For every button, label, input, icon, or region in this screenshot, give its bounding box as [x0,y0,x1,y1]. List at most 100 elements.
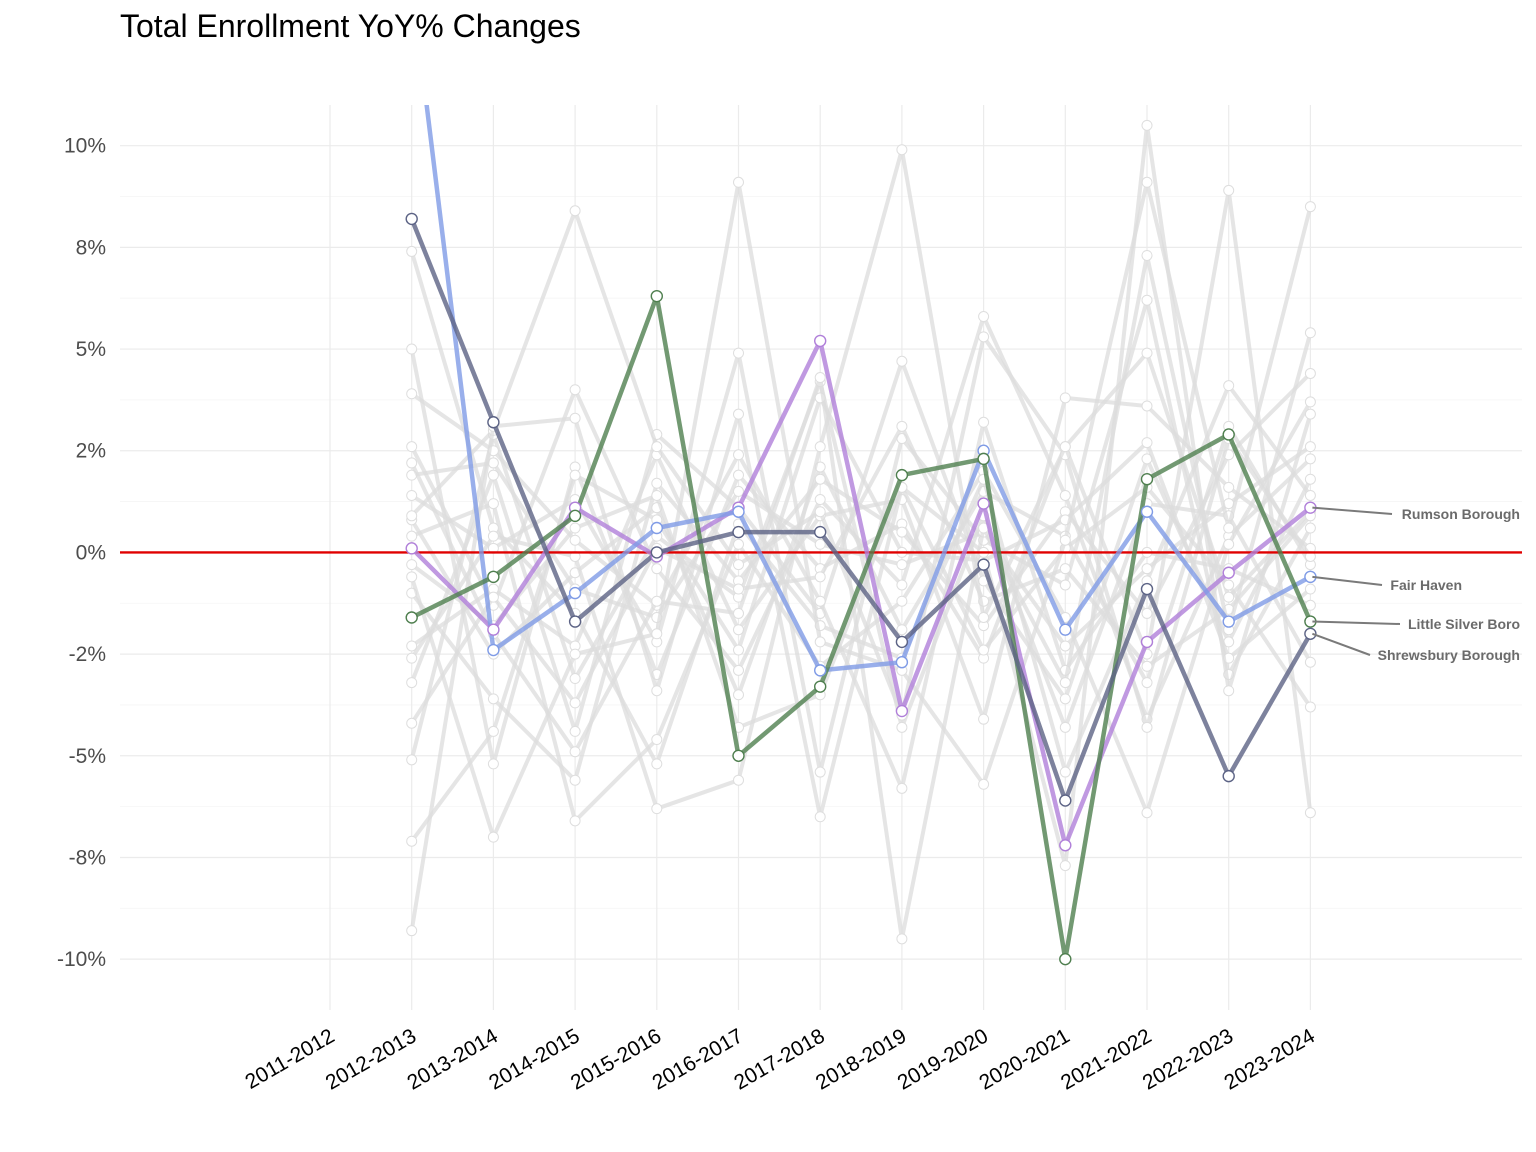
background-point [569,522,581,534]
background-point [1141,249,1153,261]
x-tick-label: 2023-2024 [1220,1024,1319,1094]
y-tick-label: -8% [69,846,106,869]
background-point [1304,807,1316,819]
series-point [405,611,418,624]
series-point [1059,952,1072,966]
x-tick-label: 2022-2023 [1139,1024,1237,1094]
background-point [1304,656,1316,668]
series-point [568,509,582,523]
background-point [1223,380,1235,392]
series-point [977,497,990,510]
background-point [1059,677,1071,689]
background-point [978,311,990,323]
background-point [733,583,744,595]
background-series-line [410,395,1312,722]
background-point [978,611,990,623]
background-point [733,689,744,701]
background-point [406,388,418,400]
background-point [1059,489,1071,501]
background-point [896,526,908,538]
background-point [1304,441,1316,453]
background-point [1141,677,1153,689]
background-point [733,538,744,550]
series-point [977,558,990,571]
background-point [487,831,499,843]
series-point [814,680,827,693]
background-point [733,469,744,481]
background-point [1141,721,1153,733]
background-point [569,697,581,709]
series-line [410,293,1313,962]
y-tick-label: 5% [76,338,106,361]
series-point [568,615,582,628]
background-point [406,571,418,583]
background-point [1141,119,1153,131]
background-point [1059,860,1071,872]
background-point [1059,640,1071,652]
background-point [1059,534,1071,546]
background-point [569,774,581,786]
background-point [487,725,499,737]
background-series-line [410,208,1313,730]
background-point [569,746,581,758]
background-point [814,595,826,607]
background-point [1141,660,1153,672]
background-point [1304,327,1316,339]
background-point [814,372,826,384]
background-point [1304,473,1316,485]
background-point [978,416,990,428]
background-point [569,469,581,481]
background-point [814,766,826,778]
background-point [733,774,744,786]
background-point [733,607,744,619]
background-point [1141,400,1153,412]
background-point [1304,583,1316,595]
background-point [814,473,826,485]
background-point [1223,184,1235,196]
background-point [896,144,908,156]
background-point [1141,347,1153,359]
background-point [406,652,418,664]
background-series [406,119,1316,945]
series-point [1222,615,1235,628]
background-series-line [410,298,1313,775]
background-point [651,489,663,501]
background-point [814,571,826,583]
background-point [1223,522,1235,534]
x-tick-label: 2011-2012 [241,1024,338,1093]
background-point [1141,294,1153,306]
background-point [1141,563,1153,575]
background-point [896,624,908,636]
background-point [406,441,418,453]
annotation-leader [1312,575,1383,586]
series-line [409,218,1313,803]
series-point [1059,623,1072,636]
background-point [733,347,744,359]
background-point [814,636,826,648]
background-point [487,498,499,510]
background-point [978,778,990,790]
background-point [733,176,744,188]
series-point [977,452,990,466]
background-point [651,758,663,770]
background-point [406,717,418,729]
series-point [405,542,418,555]
y-tick-label: -5% [69,745,106,768]
background-point [896,559,908,571]
x-tick-label: 2020-2021 [975,1024,1073,1094]
series-point [732,505,745,518]
background-point [733,559,744,571]
background-series-line [411,445,1312,648]
series-point [895,635,909,649]
series-line [424,105,1312,673]
series-point [814,334,827,348]
series-point [895,468,909,482]
series-point [1140,582,1154,596]
background-series-line [410,400,1313,823]
background-point [978,331,990,343]
background-point [1223,538,1235,550]
chart-title: Total Enrollment YoY% Changes [120,8,581,44]
background-point [406,835,418,847]
background-point [978,644,990,656]
